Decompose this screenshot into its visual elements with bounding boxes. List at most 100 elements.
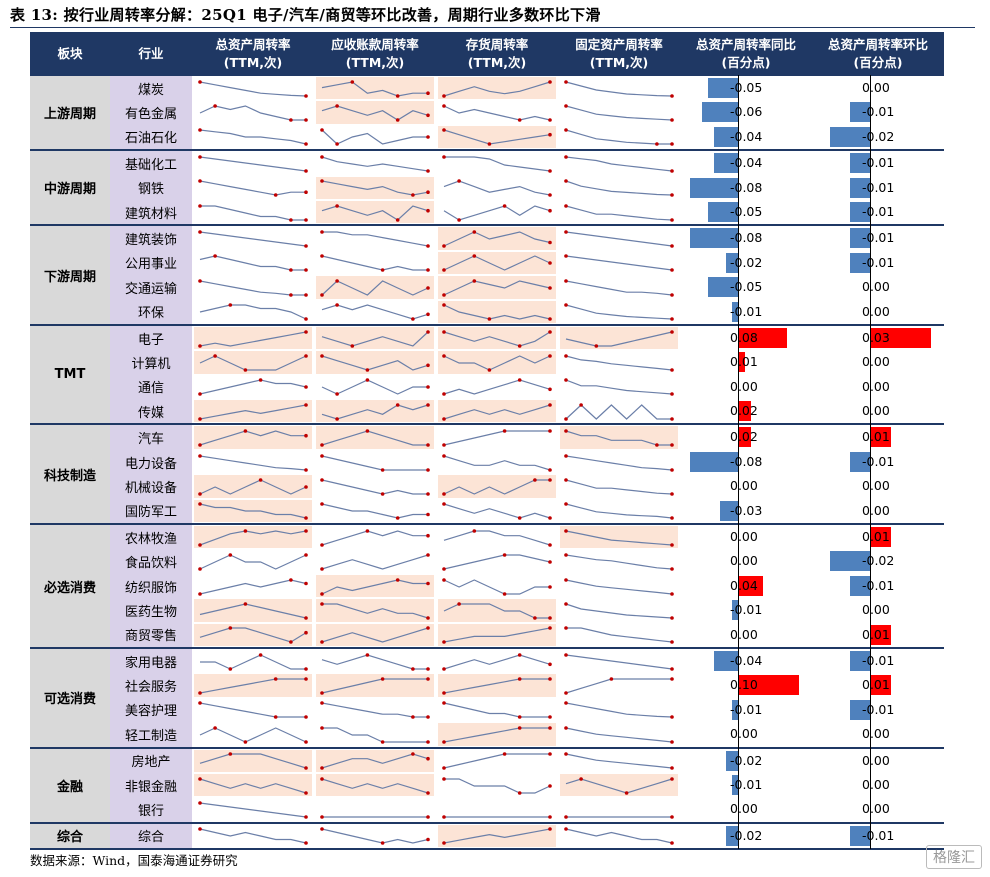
receivables-sparkline-cell	[314, 225, 436, 250]
sparkline-path	[443, 430, 550, 446]
sparkline-path	[199, 255, 306, 272]
inventory-sparkline-cell	[436, 474, 558, 498]
sparkline-point	[304, 516, 308, 521]
sparkline-point	[564, 691, 568, 695]
qoq-value: -0.01	[862, 104, 895, 120]
industry-cell: 交通运输	[110, 275, 192, 300]
sparkline-point	[243, 429, 248, 433]
sparkline-path	[565, 828, 673, 844]
table-row: 钢铁 -0.08 -0.01	[30, 174, 944, 201]
sparkline-point	[442, 293, 446, 297]
receivables-sparkline-cell	[314, 673, 436, 697]
sparkline-point	[198, 701, 202, 706]
asset-sparkline	[199, 354, 308, 372]
zero-axis	[738, 75, 739, 102]
qoq-value: 0.01	[862, 677, 890, 693]
sparkline-point	[502, 429, 507, 433]
sparkline-path	[321, 503, 428, 519]
receivables-sparkline	[320, 553, 430, 571]
sparkline-point	[258, 478, 263, 482]
asset-sparkline	[199, 303, 308, 322]
fixed-asset-sparkline	[564, 128, 674, 147]
receivables-sparkline	[320, 254, 430, 273]
sparkline-path	[443, 603, 550, 619]
yoy-bar-cell: -0.04	[680, 123, 812, 152]
industry-cell: 机械设备	[110, 474, 192, 499]
sparkline-point	[548, 429, 552, 433]
zero-axis	[738, 672, 739, 699]
qoq-bar	[850, 825, 870, 846]
sparkline-point	[289, 577, 293, 582]
inventory-sparkline-cell	[436, 722, 558, 749]
inventory-sparkline	[442, 502, 552, 521]
inventory-sparkline	[443, 528, 552, 547]
sparkline-point	[548, 626, 552, 631]
sparkline-point	[442, 492, 446, 496]
qoq-bar-cell: 0.00	[812, 771, 944, 799]
yoy-bar-cell: 0.00	[680, 621, 812, 649]
asset-sparkline-cell	[192, 598, 314, 622]
receivables-sparkline-cell	[314, 698, 436, 722]
sparkline-point	[457, 217, 461, 222]
sparkline-point	[198, 542, 202, 547]
receivables-sparkline	[320, 677, 430, 695]
qoq-value: -0.01	[862, 203, 895, 219]
qoq-value: 0.00	[862, 354, 890, 370]
sparkline-point	[320, 776, 324, 781]
sparkline-point	[564, 453, 568, 458]
asset-sparkline-cell	[192, 574, 314, 598]
asset-sparkline-cell	[192, 450, 314, 474]
sparkline-point	[548, 261, 552, 266]
table-title: 表 13: 按行业周转率分解：25Q1 电子/汽车/商贸等环比改善，周期行业多数…	[10, 6, 601, 24]
sparkline-path	[199, 503, 307, 519]
qoq-bar	[850, 177, 870, 198]
asset-sparkline-cell	[192, 673, 314, 697]
receivables-sparkline	[321, 402, 430, 421]
sparkline-point	[426, 715, 430, 720]
sparkline-point	[670, 118, 674, 122]
zero-axis	[738, 298, 739, 325]
asset-sparkline	[198, 502, 308, 521]
fixed-asset-sparkline	[564, 402, 674, 421]
qoq-bar	[871, 624, 891, 645]
table-row: 医药生物 -0.01 0.00	[30, 597, 944, 624]
yoy-bar-cell: -0.01	[680, 696, 812, 724]
asset-sparkline-cell	[192, 498, 314, 526]
receivables-sparkline	[320, 354, 430, 372]
industry-cell: 基础化工	[110, 150, 192, 176]
sparkline-point	[304, 528, 308, 533]
sparkline-point	[289, 293, 293, 297]
sparkline-path	[565, 180, 673, 196]
sparkline-point	[472, 230, 477, 234]
zero-axis	[870, 150, 871, 177]
yoy-value: -0.08	[730, 230, 763, 246]
inventory-sparkline-cell	[436, 251, 558, 275]
fixed-asset-sparkline-cell	[558, 450, 680, 474]
sparkline-path	[565, 331, 673, 347]
sparkline-path	[199, 778, 307, 794]
sparkline-path	[321, 702, 428, 719]
zero-axis	[870, 373, 871, 401]
sparkline-point	[655, 142, 659, 147]
inventory-sparkline	[442, 155, 552, 173]
qoq-value: 0.01	[862, 626, 890, 642]
yoy-bar	[739, 427, 751, 448]
qoq-bar	[850, 228, 870, 249]
qoq-bar-cell: 0.01	[812, 621, 944, 649]
zero-axis	[870, 621, 871, 648]
yoy-bar	[732, 774, 738, 795]
yoy-value: -0.04	[730, 155, 763, 171]
fixed-asset-sparkline-cell	[558, 773, 680, 797]
title-divider	[10, 27, 975, 28]
industry-cell: 有色金属	[110, 100, 192, 125]
table-row: 食品饮料 0.00 -0.02	[30, 548, 944, 575]
sparkline-point	[564, 128, 568, 133]
sparkline-point	[564, 701, 568, 706]
zero-axis	[870, 274, 871, 301]
receivables-sparkline	[320, 602, 430, 620]
sparkline-point	[548, 677, 552, 681]
header-row: 板块 行业 总资产周转率 (TTM,次) 应收账款周转率 (TTM,次) 存货周转率…	[30, 32, 944, 76]
qoq-bar-cell: 0.00	[812, 75, 944, 102]
sparkline-point	[442, 329, 446, 334]
sparkline-path	[322, 231, 429, 247]
